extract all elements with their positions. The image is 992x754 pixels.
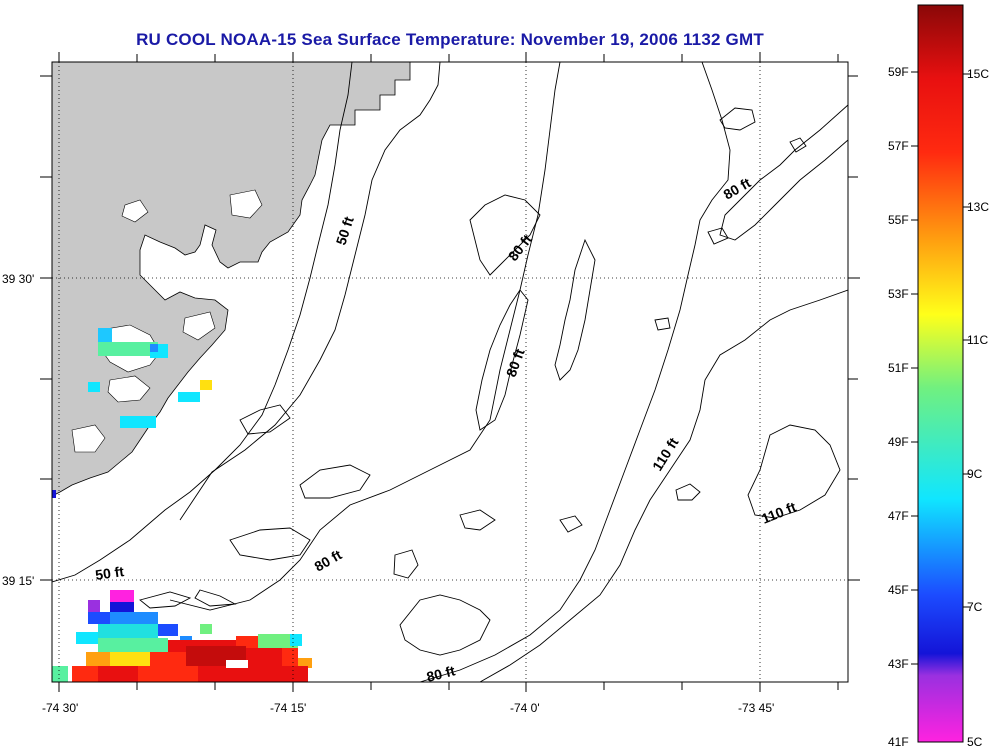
- y-tick-label: 39 15': [2, 574, 34, 588]
- colorbar-label-c: 5C: [967, 735, 983, 749]
- colorbar-label-f: 55F: [888, 213, 909, 227]
- axis-labels: -74 30' -74 15' -74 0' -73 45' 39 30' 39…: [2, 272, 774, 715]
- x-tick-label: -74 30': [42, 701, 78, 715]
- colorbar-label-f: 45F: [888, 583, 909, 597]
- colorbar-label-c: 13C: [967, 200, 989, 214]
- colorbar-label-c: 9C: [967, 467, 983, 481]
- y-tick-label: 39 30': [2, 272, 34, 286]
- colorbar-label-f: 41F: [888, 735, 909, 749]
- x-tick-label: -73 45': [738, 701, 774, 715]
- colorbar: 59F 57F 55F 53F 51F 49F 47F 45F 43F 41F …: [888, 4, 989, 749]
- grid-lines: [52, 62, 848, 682]
- contour-label: 80 ft: [425, 662, 457, 685]
- plot-frame: [51, 61, 849, 683]
- colorbar-gradient: [917, 4, 964, 743]
- colorbar-label-c: 11C: [967, 333, 988, 347]
- colorbar-label-c: 7C: [967, 600, 983, 614]
- colorbar-label-f: 43F: [888, 657, 909, 671]
- contour-label: 50 ft: [94, 563, 125, 583]
- x-tick-label: -74 0': [510, 701, 540, 715]
- bathymetry-contours: [52, 62, 848, 682]
- x-tick-label: -74 15': [270, 701, 306, 715]
- colorbar-label-c: 15C: [967, 67, 989, 81]
- colorbar-label-f: 53F: [888, 287, 909, 301]
- colorbar-label-f: 49F: [888, 435, 909, 449]
- colorbar-label-f: 57F: [888, 139, 909, 153]
- colorbar-label-f: 51F: [888, 361, 909, 375]
- tick-marks: [40, 52, 860, 692]
- map-title: RU COOL NOAA-15 Sea Surface Temperature:…: [136, 30, 764, 49]
- colorbar-label-f: 59F: [888, 65, 909, 79]
- colorbar-label-f: 47F: [888, 509, 909, 523]
- sst-pixels-south: [52, 590, 312, 682]
- sst-pixels-coast: [52, 328, 212, 498]
